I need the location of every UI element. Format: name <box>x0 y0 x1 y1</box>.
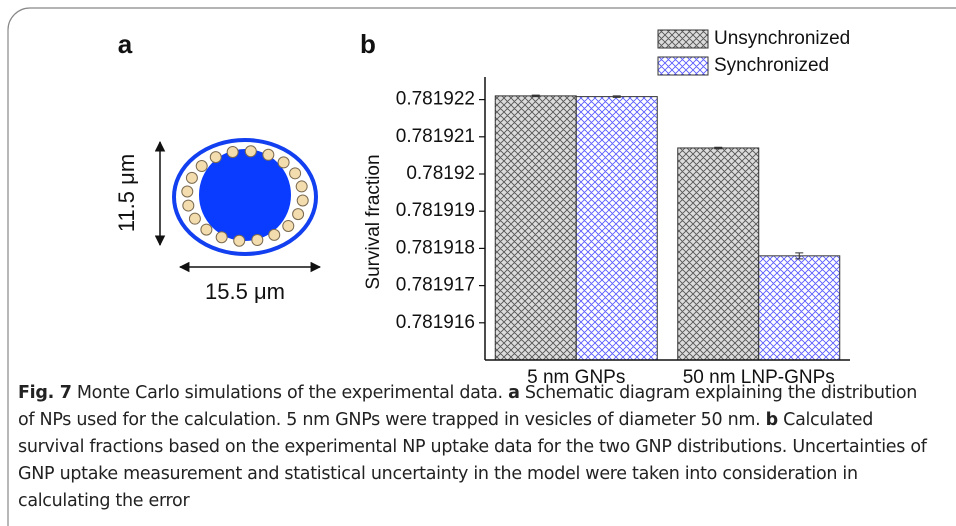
y-tick-label: 0.781917 <box>396 275 475 296</box>
bar <box>575 96 658 361</box>
vesicle <box>296 194 309 207</box>
vesicle <box>188 212 201 225</box>
y-tick-label: 0.781922 <box>396 89 475 110</box>
vesicle <box>200 223 213 236</box>
vesicle <box>289 167 302 180</box>
vesicle <box>209 151 222 164</box>
vesicle <box>292 208 305 221</box>
panel-label: a <box>118 29 133 59</box>
legend-label: Unsynchronized <box>714 28 850 49</box>
caption-bold: a <box>508 383 520 403</box>
panel-a: a 11.5 μm 15.5 μm <box>114 29 322 304</box>
bar <box>758 255 841 361</box>
vesicle <box>268 228 281 241</box>
chart: b Survival fraction 0.781916 0.781917 0.78… <box>360 28 850 388</box>
width-label: 15.5 μm <box>205 279 285 304</box>
vesicle <box>244 145 257 158</box>
caption-bold: b <box>765 410 779 430</box>
vesicle <box>181 185 194 198</box>
vesicle <box>233 234 246 247</box>
caption-text: Schematic diagram explaining the distrib… <box>18 383 918 430</box>
y-tick-label: 0.781919 <box>396 200 475 221</box>
nucleus <box>199 149 291 241</box>
vesicle <box>251 233 264 246</box>
vesicle <box>226 146 239 159</box>
panel-label: b <box>360 29 376 59</box>
vesicle <box>185 171 198 184</box>
caption-bold: Fig. 7 <box>18 383 72 403</box>
vesicle <box>295 180 308 193</box>
vesicle <box>262 148 275 161</box>
caption: Fig. 7 Monte Carlo simulations of the ex… <box>18 380 938 515</box>
legend-swatch <box>657 56 709 76</box>
vesicle <box>277 156 290 169</box>
error-bar <box>795 252 804 260</box>
x-tick-label: 50 nm LNP-GNPs <box>683 367 835 388</box>
legend-swatch <box>657 29 709 49</box>
frame <box>7 7 956 526</box>
vesicle <box>182 199 195 212</box>
y-tick-label: 0.78192 <box>406 163 475 184</box>
error-bar <box>714 146 723 150</box>
error-bar <box>612 95 621 98</box>
caption-text: Monte Carlo simulations of the experimen… <box>76 383 503 403</box>
caption-text: Calculated survival fractions based on t… <box>18 410 927 511</box>
y-axis-title: Survival fraction <box>363 154 384 289</box>
height-label: 11.5 μm <box>114 154 139 232</box>
y-tick-label: 0.781918 <box>396 237 475 258</box>
y-tick-label: 0.781921 <box>396 126 475 147</box>
legend-label: Synchronized <box>714 55 829 76</box>
vesicle <box>215 231 228 244</box>
error-bar <box>531 94 540 98</box>
bar <box>494 95 577 361</box>
vesicle <box>282 219 295 232</box>
vesicles <box>181 145 309 247</box>
vesicle <box>195 160 208 173</box>
bar <box>677 147 760 361</box>
x-tick-label: 5 nm GNPs <box>527 367 625 388</box>
y-tick-label: 0.781916 <box>396 312 475 333</box>
